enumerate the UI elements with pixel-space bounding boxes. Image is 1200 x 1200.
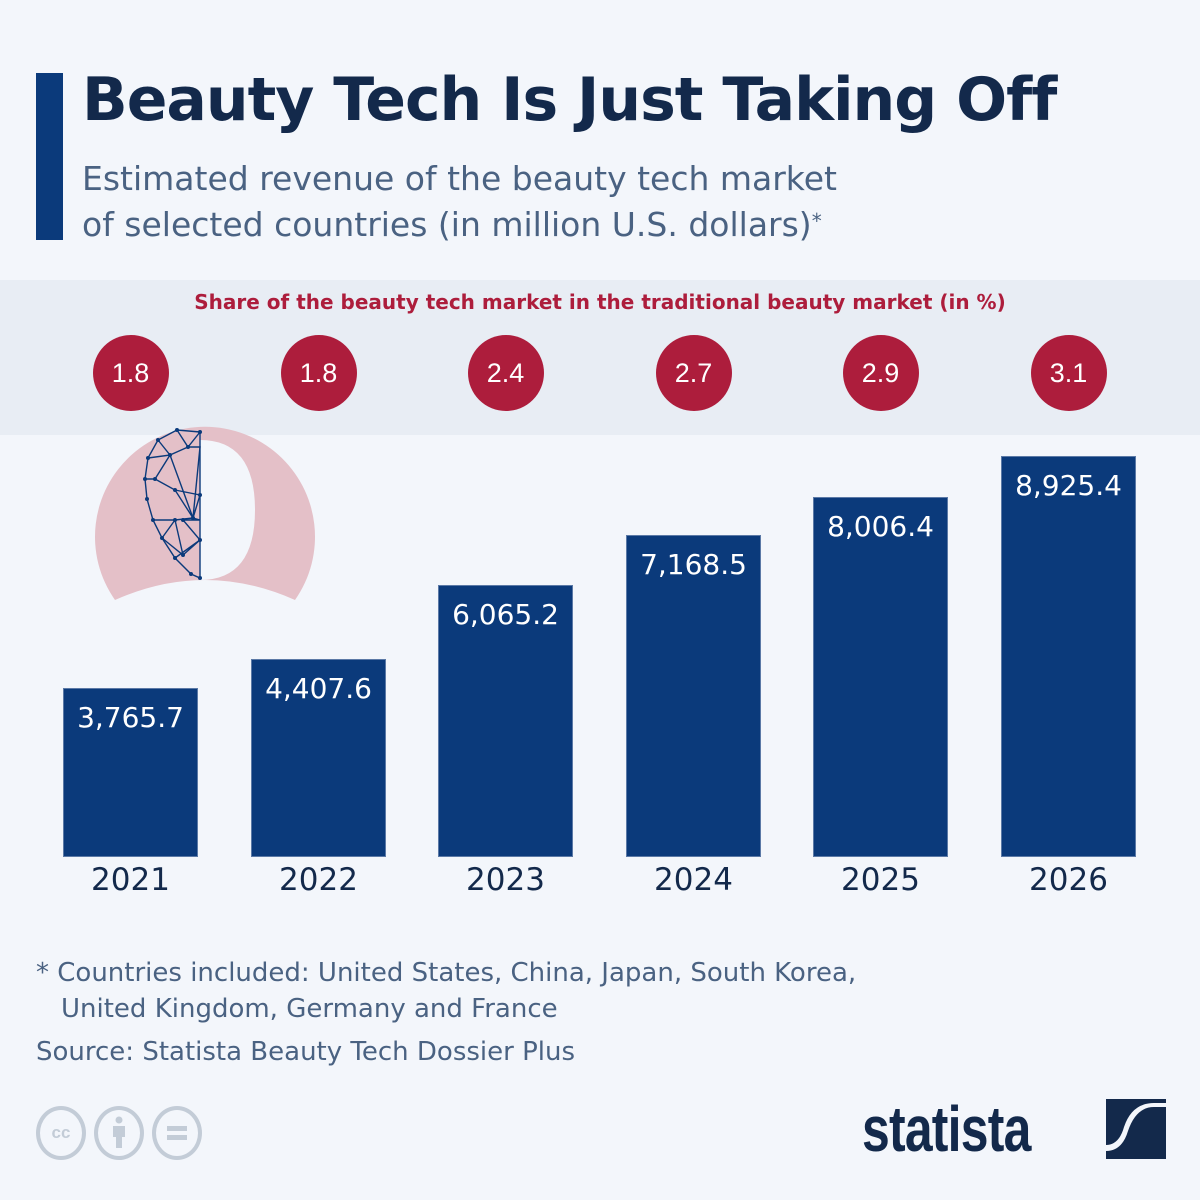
x-tick-label: 2026 <box>1029 862 1108 898</box>
footnote-line-2: United Kingdom, Germany and France <box>61 994 558 1024</box>
bar-2026: 8,925.4 <box>1001 456 1136 857</box>
share-value-circle: 2.4 <box>467 335 544 411</box>
bar-value-label: 4,407.6 <box>265 672 372 705</box>
decor-ring-icon <box>95 426 315 600</box>
attribution-icon[interactable] <box>94 1106 144 1160</box>
statista-wordmark: statista <box>862 1093 1031 1165</box>
x-tick-label: 2024 <box>654 862 733 898</box>
share-value-circle: 2.9 <box>842 335 919 411</box>
bar-2024: 7,168.5 <box>626 535 761 857</box>
x-tick-label: 2022 <box>279 862 358 898</box>
share-value-circle: 1.8 <box>92 335 169 411</box>
creative-commons-icon[interactable]: cc <box>36 1106 86 1160</box>
bar-2023: 6,065.2 <box>438 585 573 857</box>
person-icon <box>113 1116 125 1148</box>
share-value-circle: 2.7 <box>655 335 732 411</box>
x-tick-label: 2023 <box>466 862 545 898</box>
share-panel-label: Share of the beauty tech market in the t… <box>194 290 1006 314</box>
license-icons[interactable]: cc <box>36 1106 202 1160</box>
bar-value-label: 6,065.2 <box>452 598 559 631</box>
bar-2021: 3,765.7 <box>63 688 198 857</box>
bar-2022: 4,407.6 <box>251 659 386 857</box>
subtitle-footnote-marker: * <box>811 209 822 233</box>
bar-value-label: 3,765.7 <box>77 701 184 734</box>
bar-value-label: 7,168.5 <box>640 548 747 581</box>
x-tick-label: 2025 <box>841 862 920 898</box>
face-mesh-nodes <box>143 428 202 580</box>
bar-2025: 8,006.4 <box>813 497 948 857</box>
chart-subtitle: Estimated revenue of the beauty tech mar… <box>82 156 982 248</box>
statista-logo[interactable]: statista <box>862 1092 1166 1166</box>
subtitle-line-2: of selected countries (in million U.S. d… <box>82 205 812 244</box>
chart-title: Beauty Tech Is Just Taking Off <box>82 65 1057 135</box>
x-tick-label: 2021 <box>91 862 170 898</box>
equals-icon <box>167 1126 187 1140</box>
share-value-circle: 1.8 <box>280 335 357 411</box>
share-value-circle: 3.1 <box>1030 335 1107 411</box>
footnote-line-1: * Countries included: United States, Chi… <box>36 958 857 988</box>
no-derivatives-icon[interactable] <box>152 1106 202 1160</box>
subtitle-line-1: Estimated revenue of the beauty tech mar… <box>82 159 837 198</box>
bar-value-label: 8,925.4 <box>1015 469 1122 502</box>
bar-value-label: 8,006.4 <box>827 510 934 543</box>
title-accent-bar <box>36 73 63 240</box>
statista-logo-icon <box>1106 1099 1166 1159</box>
face-mesh-illustration <box>95 426 315 600</box>
share-panel <box>0 280 1200 435</box>
source-note: Source: Statista Beauty Tech Dossier Plu… <box>36 1037 576 1067</box>
